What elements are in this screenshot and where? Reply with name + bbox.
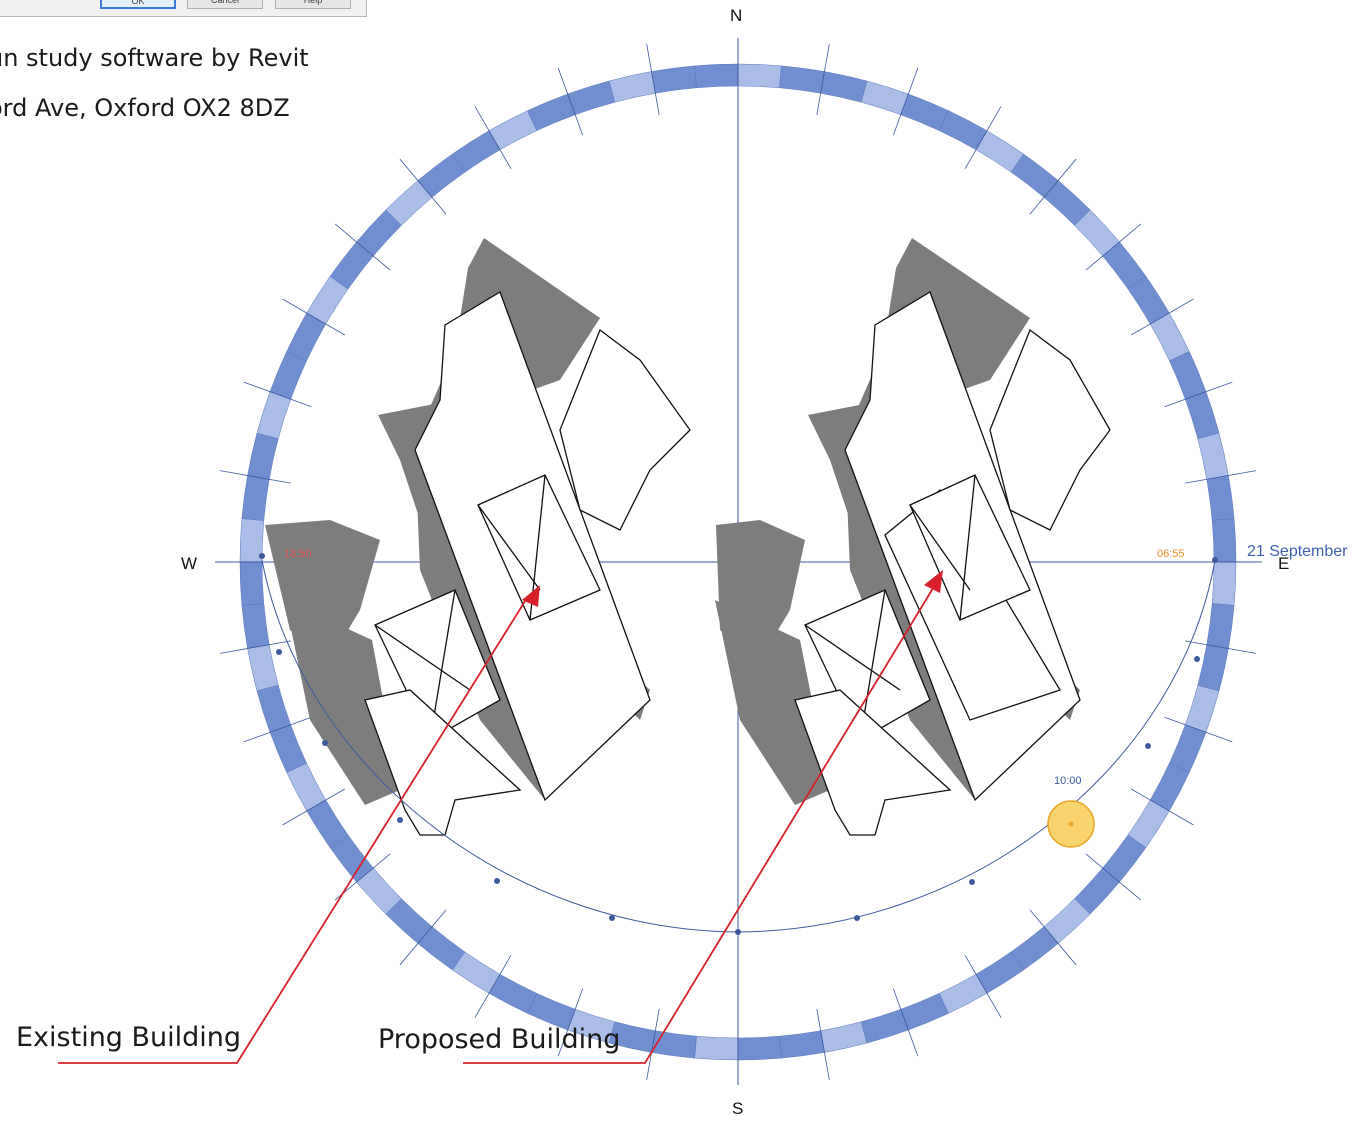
compass-ring-segment [1198,433,1229,479]
caption-line-1: un study software by Revit [0,44,345,72]
sun-path-hour-dot [322,740,328,746]
compass-ring-segment [1198,645,1229,691]
sunrise-time: 06:55 [1157,548,1185,560]
proposed-building-model [715,238,1110,835]
sun-center-marker [1069,822,1074,827]
compass-ring-segment [738,1036,781,1060]
compass-ring-segment [821,72,867,103]
existing-building-model [265,238,690,835]
sun-path-hour-dot [1212,557,1218,563]
compass-ring-segment [257,392,291,439]
caption-line-2: ord Ave, Oxford OX2 8DZ [0,94,345,122]
sun-path-hour-dot [1194,656,1200,662]
existing-building-label: Existing Building [16,1022,241,1053]
compass-ring-segment [901,993,949,1030]
existing-building-outlines [365,292,690,835]
compass-ring-segment [568,81,615,115]
compass-ring-segment [1185,685,1219,732]
compass-ring-segment [248,645,279,691]
compass-ring-segment [248,433,279,479]
sun-path-hour-dot [609,915,615,921]
compass-ring-segment [861,1009,908,1043]
compass-ring-segment [609,72,655,103]
compass-ring-segment [528,94,576,131]
compass-ring-segment [1169,725,1206,773]
west-label: W [181,554,197,574]
compass-ring-segment [240,562,264,605]
sun-path-hour-dot [969,879,975,885]
sun-path-hour-dot [1145,743,1151,749]
compass-ring-segment [652,1031,697,1058]
sun-path-hour-dot [494,878,500,884]
sun-path-date[interactable]: 21 September [1247,543,1348,561]
north-label: N [730,6,742,26]
compass-ring-segment [652,66,697,93]
compass-ring-segment [1212,519,1236,562]
compass-ring-segment [1169,352,1206,400]
compass-ring-segment [779,66,824,93]
compass-ring-segment [821,1022,867,1053]
compass-ring-segment [1212,562,1236,605]
current-time: 10:00 [1054,775,1082,787]
compass-ring-segment [1207,603,1234,648]
proposed-building-label: Proposed Building [378,1024,620,1055]
sun-path-hour-dot [259,553,265,559]
compass-ring-segment [861,81,908,115]
sun-path-hour-dot [735,929,741,935]
sun-path-hour-dot [854,915,860,921]
compass-ring-segment [901,94,949,131]
compass-ring-segment [270,725,307,773]
compass-ring-segment [1207,476,1234,521]
compass-ring-segment [738,64,781,88]
south-label: S [732,1099,743,1119]
sun-path-hour-dot [276,649,282,655]
compass-ring-segment [257,685,291,732]
compass-ring-segment [779,1031,824,1058]
compass-ring-segment [695,64,738,88]
compass-ring-segment [695,1036,738,1060]
compass-ring-segment [242,476,269,521]
compass-ring-segment [1185,392,1219,439]
compass-ring-segment [270,352,307,400]
sun-path-hour-dot [397,817,403,823]
sunset-time: 18:50 [284,548,312,560]
compass-ring-segment [242,603,269,648]
